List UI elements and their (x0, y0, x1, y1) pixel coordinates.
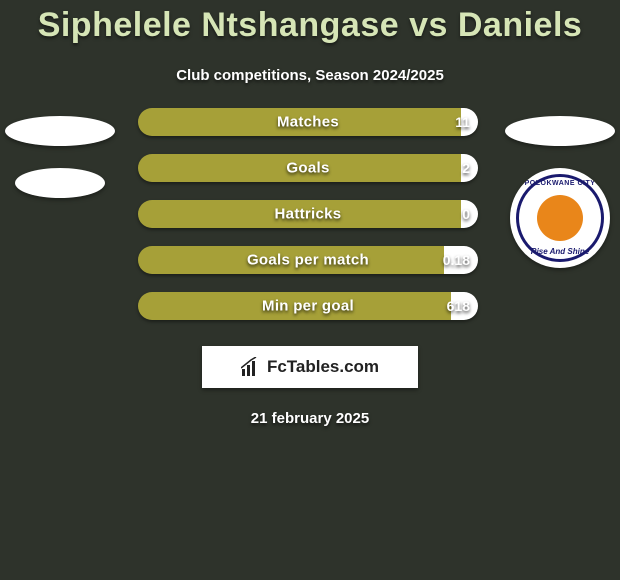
club-name-top: POLOKWANE CITY (510, 180, 610, 187)
stat-bar-track (138, 200, 478, 228)
player-left-placeholder-1 (5, 116, 115, 146)
stat-bar-left-fill (138, 292, 451, 320)
club-badge-center (537, 195, 583, 241)
club-name-bottom: Rise And Shine (510, 247, 610, 256)
stat-bar-track (138, 246, 478, 274)
stat-bar-left-fill (138, 154, 461, 182)
brand-box: FcTables.com (202, 346, 418, 388)
comparison-chart: POLOKWANE CITY Rise And Shine Matches11G… (0, 116, 620, 336)
subtitle: Club competitions, Season 2024/2025 (0, 67, 620, 84)
brand-chart-icon (241, 357, 261, 377)
stat-bar-left-fill (138, 246, 444, 274)
stat-bar-right-fill (461, 200, 478, 228)
page-title: Siphelele Ntshangase vs Daniels (0, 0, 620, 45)
stat-bar-left-fill (138, 108, 461, 136)
stat-bar-right-fill (461, 154, 478, 182)
stat-bar-track (138, 154, 478, 182)
stat-bar-right-fill (451, 292, 478, 320)
stat-bar-left-fill (138, 200, 461, 228)
stat-row-matches: Matches11 (138, 108, 478, 136)
stat-bars: Matches11 Goals2 Hattricks0 Goals per match… (138, 108, 478, 338)
stat-bar-right-fill (444, 246, 478, 274)
stat-row-goals-per-match: Goals per match0.18 (138, 246, 478, 274)
player-left-column (5, 116, 115, 220)
player-right-column: POLOKWANE CITY Rise And Shine (505, 116, 615, 268)
stat-bar-track (138, 292, 478, 320)
date-label: 21 february 2025 (0, 410, 620, 427)
player-left-placeholder-2 (15, 168, 105, 198)
club-badge: POLOKWANE CITY Rise And Shine (510, 168, 610, 268)
stat-bar-right-fill (461, 108, 478, 136)
stat-bar-track (138, 108, 478, 136)
stat-row-min-per-goal: Min per goal618 (138, 292, 478, 320)
stat-row-hattricks: Hattricks0 (138, 200, 478, 228)
stat-row-goals: Goals2 (138, 154, 478, 182)
player-right-placeholder-1 (505, 116, 615, 146)
brand-text: FcTables.com (267, 357, 379, 377)
